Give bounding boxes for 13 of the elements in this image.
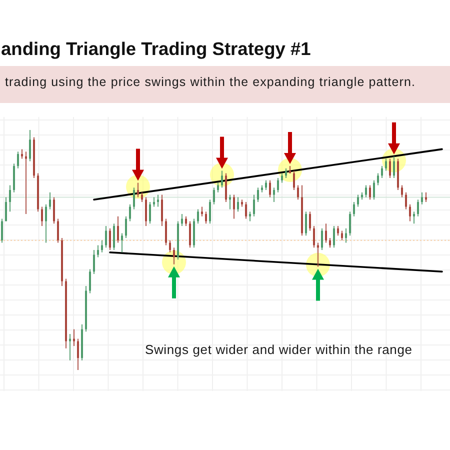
candlestick bbox=[21, 149, 23, 159]
candlestick bbox=[413, 212, 415, 224]
annotation: Swings get wider and wider within the range bbox=[145, 342, 412, 357]
candlestick bbox=[317, 242, 319, 267]
chart-subtitle: trading using the price swings within the expanding triangle pattern. bbox=[5, 75, 415, 89]
candlestick bbox=[121, 233, 123, 252]
candlestick bbox=[157, 194, 159, 207]
candlestick bbox=[73, 329, 75, 346]
candlestick bbox=[153, 197, 155, 207]
candlestick bbox=[69, 334, 71, 360]
chart-title: anding Triangle Trading Strategy #1 bbox=[1, 38, 311, 59]
candlestick bbox=[229, 194, 231, 210]
candlestick bbox=[25, 152, 27, 214]
